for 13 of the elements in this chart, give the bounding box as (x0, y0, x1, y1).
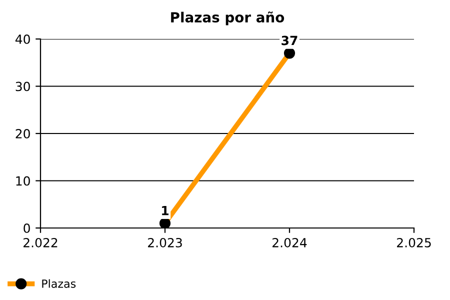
legend-label: Plazas (42, 279, 76, 288)
x-tick-label: 2.023 (148, 238, 182, 248)
x-tick-label: 2.024 (272, 238, 307, 248)
x-tick-label: 2.025 (397, 238, 431, 248)
y-tick-label: 40 (15, 34, 30, 44)
y-tick-label: 10 (16, 176, 30, 186)
data-label: 37 (282, 36, 298, 46)
x-tick-label: 2.022 (24, 238, 58, 248)
y-tick-label: 0 (24, 223, 30, 233)
y-tick-label: 20 (16, 128, 30, 138)
chart-title: Plazas por año (171, 12, 284, 26)
data-label: 1 (162, 206, 168, 216)
y-tick-label: 30 (16, 82, 30, 92)
